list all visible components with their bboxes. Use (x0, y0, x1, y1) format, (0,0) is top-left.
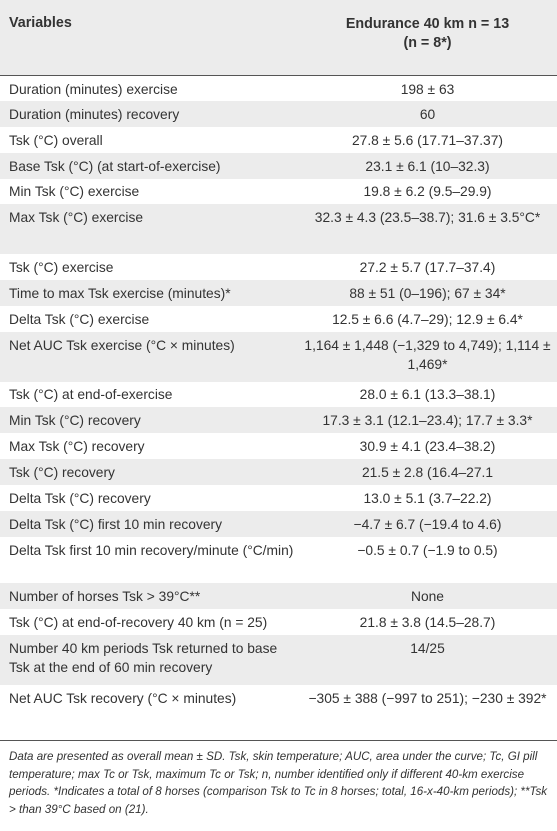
value-cell: 21.8 ± 3.8 (14.5–28.7) (359, 615, 496, 630)
variable-cell: Tsk (°C) at end-of-exercise (9, 387, 173, 402)
value-cell: −4.7 ± 6.7 (−19.4 to 4.6) (353, 517, 502, 532)
variable-cell: Duration (minutes) exercise (9, 82, 178, 97)
value-cell: 14/25 (410, 641, 445, 656)
value-cell: 60 (419, 107, 436, 122)
variable-cell: Tsk (°C) recovery (9, 465, 115, 480)
value-cell: −305 ± 388 (−997 to 251); −230 ± 392* (308, 691, 547, 706)
value-cell: −0.5 ± 0.7 (−1.9 to 0.5) (357, 543, 498, 558)
variable-cell: Number of horses Tsk > 39°C** (9, 589, 201, 604)
value-cell: 30.9 ± 4.1 (23.4–38.2) (359, 439, 496, 454)
variable-cell: Delta Tsk (°C) exercise (9, 312, 150, 327)
table-row: Duration (minutes) exercise 198 ± 63 (0, 77, 557, 101)
table-row: Tsk (°C) exercise 27.2 ± 5.7 (17.7–37.4) (0, 254, 557, 280)
table-header: Variables Endurance 40 km n = 13 (n = 8*… (0, 0, 557, 75)
variable-cell: Min Tsk (°C) exercise (9, 184, 140, 199)
table-row: Base Tsk (°C) (at start-of-exercise) 23.1… (0, 153, 557, 179)
table-row: Tsk (°C) overall 27.8 ± 5.6 (17.71–37.37) (0, 127, 557, 153)
table-row: Tsk (°C) at end-of-recovery 40 km (n = 2… (0, 609, 557, 635)
variable-cell: Number 40 km periods Tsk returned to bas… (9, 641, 278, 675)
value-cell: 27.8 ± 5.6 (17.71–37.37) (351, 133, 504, 148)
variable-cell: Time to max Tsk exercise (minutes)* (9, 286, 231, 301)
table-row: Tsk (°C) at end-of-exercise 28.0 ± 6.1 (1… (0, 382, 557, 407)
variable-cell: Net AUC Tsk recovery (°C × minutes) (9, 691, 237, 706)
table-row: Number 40 km periods Tsk returned to bas… (0, 635, 557, 685)
value-cell: 21.5 ± 2.8 (16.4–27.1 (361, 465, 494, 480)
variable-cell: Max Tsk (°C) recovery (9, 439, 145, 454)
variable-cell: Delta Tsk (°C) recovery (9, 491, 151, 506)
variable-cell: Tsk (°C) exercise (9, 260, 114, 275)
value-cell: 13.0 ± 5.1 (3.7–22.2) (363, 491, 492, 506)
variable-cell: Delta Tsk (°C) first 10 min recovery (9, 517, 223, 532)
variable-cell: Net AUC Tsk exercise (°C × minutes) (9, 338, 235, 353)
table-footnote: Data are presented as overall mean ± SD.… (9, 750, 548, 816)
table-row: Max Tsk (°C) recovery 30.9 ± 4.1 (23.4–38… (0, 433, 557, 459)
header-variables: Variables (9, 15, 72, 31)
table-row: Net AUC Tsk recovery (°C × minutes) −305 … (0, 685, 557, 740)
table-row: Min Tsk (°C) recovery 17.3 ± 3.1 (12.1–23… (0, 407, 557, 433)
header-endurance-column: Endurance 40 km n = 13 (n = 8*) (300, 15, 555, 53)
table-row: Tsk (°C) recovery 21.5 ± 2.8 (16.4–27.1 (0, 459, 557, 485)
variable-cell: Duration (minutes) recovery (9, 107, 180, 122)
variable-cell: Max Tsk (°C) exercise (9, 210, 144, 225)
value-cell: 88 ± 51 (0–196); 67 ± 34* (349, 286, 506, 301)
variable-cell: Tsk (°C) overall (9, 133, 103, 148)
table-row: Min Tsk (°C) exercise 19.8 ± 6.2 (9.5–29.… (0, 179, 557, 204)
table-row: Delta Tsk (°C) exercise 12.5 ± 6.6 (4.7–2… (0, 306, 557, 332)
table-bottom-divider (0, 740, 557, 741)
value-cell: 32.3 ± 4.3 (23.5–38.7); 31.6 ± 3.5°C* (314, 210, 541, 225)
value-cell: 19.8 ± 6.2 (9.5–29.9) (363, 184, 492, 199)
value-cell: 23.1 ± 6.1 (10–32.3) (365, 159, 490, 174)
header-divider (0, 75, 557, 76)
value-cell: 27.2 ± 5.7 (17.7–37.4) (359, 260, 496, 275)
table-row: Time to max Tsk exercise (minutes)* 88 ± … (0, 280, 557, 306)
header-column-line2: (n = 8*) (403, 35, 452, 51)
value-cell: 28.0 ± 6.1 (13.3–38.1) (359, 387, 496, 402)
table-row: Duration (minutes) recovery 60 (0, 101, 557, 127)
variable-cell: Delta Tsk first 10 min recovery/minute (… (9, 543, 294, 558)
variable-cell: Base Tsk (°C) (at start-of-exercise) (9, 159, 221, 174)
header-column-line1: Endurance 40 km n = 13 (345, 16, 510, 32)
table-row: Max Tsk (°C) exercise 32.3 ± 4.3 (23.5–38… (0, 204, 557, 254)
variable-cell: Min Tsk (°C) recovery (9, 413, 141, 428)
table-row: Delta Tsk first 10 min recovery/minute (… (0, 537, 557, 583)
value-cell: None (411, 589, 444, 604)
variable-cell: Tsk (°C) at end-of-recovery 40 km (n = 2… (9, 615, 268, 630)
value-cell: 17.3 ± 3.1 (12.1–23.4); 17.7 ± 3.3* (322, 413, 533, 428)
value-cell: 1,164 ± 1,448 (−1,329 to 4,749); 1,114 ±… (304, 338, 551, 372)
value-cell: 12.5 ± 6.6 (4.7–29); 12.9 ± 6.4* (332, 312, 523, 327)
table-row: Net AUC Tsk exercise (°C × minutes) 1,164… (0, 332, 557, 382)
table-row: Delta Tsk (°C) first 10 min recovery −4.7… (0, 511, 557, 537)
table-row: Number of horses Tsk > 39°C** None (0, 583, 557, 609)
value-cell: 198 ± 63 (400, 82, 455, 97)
table-row: Delta Tsk (°C) recovery 13.0 ± 5.1 (3.7–2… (0, 485, 557, 511)
